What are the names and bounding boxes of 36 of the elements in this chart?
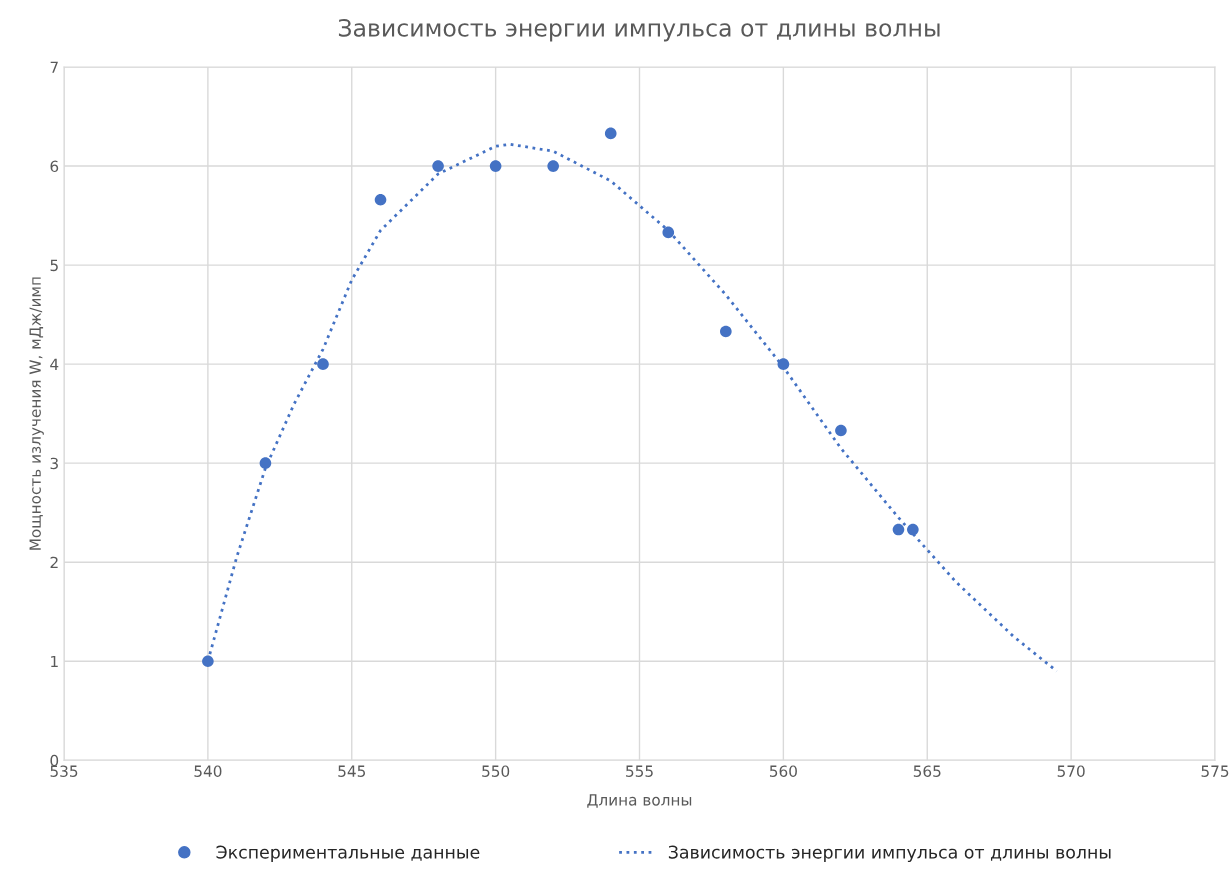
point (317, 358, 329, 370)
point (374, 193, 387, 206)
point (835, 424, 847, 437)
y-tick-label: 1 (51, 655, 58, 668)
chart-title: Зависимость энергии импульса от длины волны (338, 18, 940, 42)
point (259, 457, 272, 469)
y-tick-label: 0 (50, 754, 59, 767)
y-tick-label: 3 (50, 457, 58, 470)
point (662, 226, 675, 239)
x-tick-label: 575 (1201, 765, 1229, 777)
y-tick-label: 6 (50, 160, 59, 173)
x-tick-label: 550 (482, 765, 510, 777)
x-tick-label: 540 (194, 765, 222, 777)
legend-label: Зависимость энергии импульса от длины волны (668, 845, 1111, 863)
point (907, 523, 919, 536)
x-tick-label: 560 (769, 765, 797, 777)
x-axis-title: Длина волны (587, 794, 692, 808)
x-tick-label: 555 (626, 765, 653, 777)
y-axis-title: Мощность излучения W, мДж/имп (29, 277, 44, 550)
point (892, 523, 905, 536)
y-tick-label: 4 (50, 358, 59, 370)
y-tick-label: 5 (50, 259, 58, 272)
point (489, 160, 502, 172)
point (604, 127, 617, 140)
point (202, 655, 214, 668)
x-tick-label: 570 (1057, 765, 1085, 777)
y-tick-label: 2 (50, 556, 58, 569)
point (720, 325, 732, 338)
point (432, 160, 444, 172)
point (777, 358, 790, 370)
x-tick-label: 535 (50, 765, 78, 777)
x-tick-label: 545 (338, 765, 365, 777)
point (547, 160, 559, 172)
y-tick-label: 7 (50, 61, 58, 73)
x-tick-label: 565 (913, 765, 941, 777)
legend-label: Экспериментальные данные (216, 845, 480, 863)
